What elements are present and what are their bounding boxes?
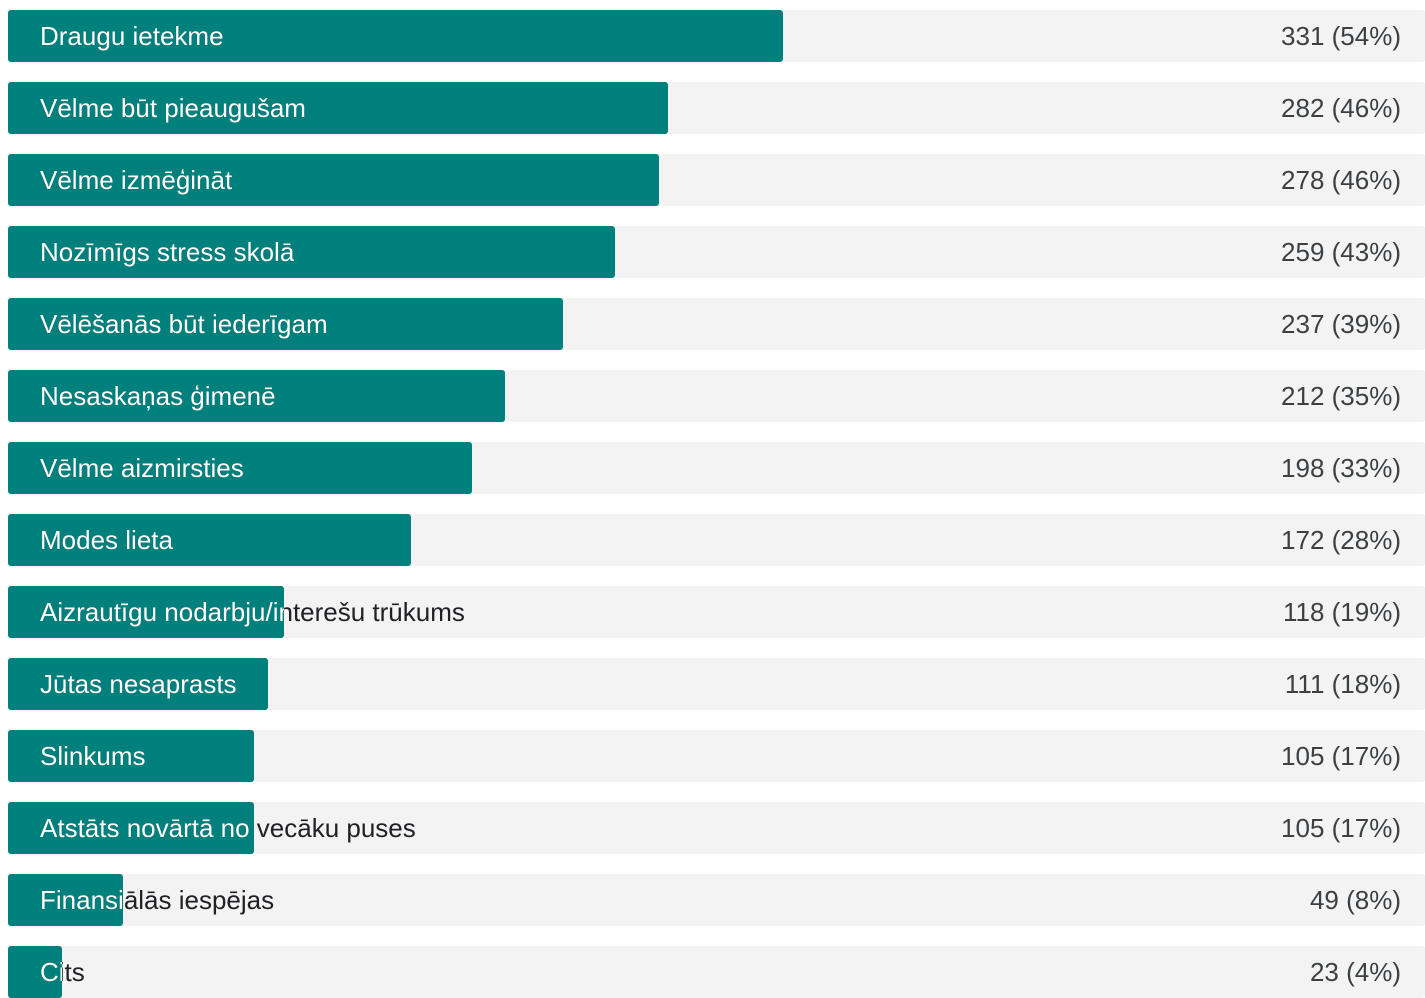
bar xyxy=(8,298,563,350)
bar-row: Vēlme aizmirsties Vēlme aizmirsties 198 (3… xyxy=(8,442,1425,494)
bar-value-label: 198 (33%) xyxy=(1281,453,1401,483)
bar xyxy=(8,154,659,206)
bar-value-label: 259 (43%) xyxy=(1281,237,1401,267)
bar-label-clip: Vēlme aizmirsties xyxy=(8,442,472,494)
bar-label-clip: Atstāts novārtā no vecāku puses xyxy=(8,802,254,854)
bar xyxy=(8,370,505,422)
bar xyxy=(8,658,268,710)
bar-label-clip: Cits xyxy=(8,946,62,998)
bar-label: Vēlēšanās būt iederīgam xyxy=(40,309,328,339)
bar-row: CitsCits23 (4%) xyxy=(8,946,1425,998)
bar xyxy=(8,442,472,494)
bar-label: Modes lieta xyxy=(40,525,173,555)
bar-label: Slinkums xyxy=(40,741,146,771)
bar-row: Draugu ietekme Draugu ietekme 331 (54%) xyxy=(8,10,1425,62)
bar-label-clip: Finansiālās iespējas xyxy=(8,874,123,926)
bar-label-inside: Vēlme aizmirsties xyxy=(40,453,244,483)
bar-label-inside: Finansiālās iespējas xyxy=(40,885,123,915)
bar-label-inside: Draugu ietekme xyxy=(40,21,224,51)
bar-label-clip: Aizrautīgu nodarbju/interešu trūkums xyxy=(8,586,284,638)
bar-label-clip: Vēlme izmēģināt xyxy=(8,154,659,206)
bar-label: Vēlme būt pieaugušam xyxy=(40,93,306,123)
bar-row: Vēlme būt pieaugušam Vēlme būt pieaugušam… xyxy=(8,82,1425,134)
bar-value-label: 105 (17%) xyxy=(1281,813,1401,843)
bar xyxy=(8,586,284,638)
bar-row: Aizrautīgu nodarbju/interešu trūkums Aizr… xyxy=(8,586,1425,638)
bar xyxy=(8,730,254,782)
bar-label-inside: Nesaskaņas ģimenē xyxy=(40,381,276,411)
bar-row: Slinkums Slinkums 105 (17%) xyxy=(8,730,1425,782)
bar-row: Vēlēšanās būt iederīgam Vēlēšanās būt ied… xyxy=(8,298,1425,350)
bar-row: Vēlme izmēģināt Vēlme izmēģināt 278 (46%) xyxy=(8,154,1425,206)
bar-label-inside: Modes lieta xyxy=(40,525,173,555)
bar-label-clip: Modes lieta xyxy=(8,514,411,566)
bar-label-inside: Slinkums xyxy=(40,741,146,771)
bar-label-clip: Draugu ietekme xyxy=(8,10,783,62)
bar-label-inside: Aizrautīgu nodarbju/interešu trūkums xyxy=(40,597,284,627)
bar-value-label: 212 (35%) xyxy=(1281,381,1401,411)
bar-label-clip: Vēlēšanās būt iederīgam xyxy=(8,298,563,350)
bar-label: Aizrautīgu nodarbju/interešu trūkums xyxy=(40,597,465,627)
bar-label-clip: Nesaskaņas ģimenē xyxy=(8,370,505,422)
bar-row: Finansiālās iespējasFinansiālās iespējas… xyxy=(8,874,1425,926)
bar-label-clip: Vēlme būt pieaugušam xyxy=(8,82,668,134)
bar-label-clip: Slinkums xyxy=(8,730,254,782)
bar-value-label: 111 (18%) xyxy=(1284,669,1401,699)
bar xyxy=(8,10,783,62)
bar-label-inside: Atstāts novārtā no vecāku puses xyxy=(40,813,254,843)
bar-row: Modes lieta Modes lieta 172 (28%) xyxy=(8,514,1425,566)
bar xyxy=(8,226,615,278)
bar-value-label: 49 (8%) xyxy=(1309,885,1401,915)
bar xyxy=(8,874,123,926)
bar-label: Vēlme aizmirsties xyxy=(40,453,244,483)
bar-row: Atstāts novārtā no vecāku puses Atstāts n… xyxy=(8,802,1425,854)
bar-label: Nozīmīgs stress skolā xyxy=(40,237,295,267)
bar-label: Draugu ietekme xyxy=(40,21,224,51)
bar-value-label: 278 (46%) xyxy=(1281,165,1401,195)
bar-value-label: 23 (4%) xyxy=(1309,957,1401,987)
bar-value-label: 118 (19%) xyxy=(1282,597,1401,627)
bar-label-inside: Vēlme izmēģināt xyxy=(40,165,233,195)
bar-row: Jūtas nesaprasts Jūtas nesaprasts 111 (18%… xyxy=(8,658,1425,710)
bar-track xyxy=(8,946,1425,998)
bar-value-label: 105 (17%) xyxy=(1281,741,1401,771)
bar-label-clip: Nozīmīgs stress skolā xyxy=(8,226,615,278)
bar-label: Cits xyxy=(40,957,85,987)
bar xyxy=(8,82,668,134)
bar-value-label: 237 (39%) xyxy=(1281,309,1401,339)
bar-label-inside: Vēlme būt pieaugušam xyxy=(40,93,306,123)
bar-value-label: 331 (54%) xyxy=(1281,21,1401,51)
bar-label-clip: Jūtas nesaprasts xyxy=(8,658,268,710)
bar xyxy=(8,514,411,566)
bar-value-label: 172 (28%) xyxy=(1281,525,1401,555)
bar-label: Atstāts novārtā no vecāku puses xyxy=(40,813,416,843)
bar-row: Nesaskaņas ģimenē Nesaskaņas ģimenē 212 (3… xyxy=(8,370,1425,422)
bar-row: Nozīmīgs stress skolā Nozīmīgs stress sko… xyxy=(8,226,1425,278)
bar-label-inside: Cits xyxy=(40,957,62,987)
bar-label-inside: Vēlēšanās būt iederīgam xyxy=(40,309,328,339)
bar-label: Jūtas nesaprasts xyxy=(40,669,237,699)
bar-label-inside: Jūtas nesaprasts xyxy=(40,669,237,699)
bar-label: Finansiālās iespējas xyxy=(40,885,275,915)
bar-label-inside: Nozīmīgs stress skolā xyxy=(40,237,295,267)
bar-track xyxy=(8,874,1425,926)
bar-label: Nesaskaņas ģimenē xyxy=(40,381,276,411)
bar-value-label: 282 (46%) xyxy=(1281,93,1401,123)
bar-label: Vēlme izmēģināt xyxy=(40,165,233,195)
bar xyxy=(8,946,62,998)
bar xyxy=(8,802,254,854)
